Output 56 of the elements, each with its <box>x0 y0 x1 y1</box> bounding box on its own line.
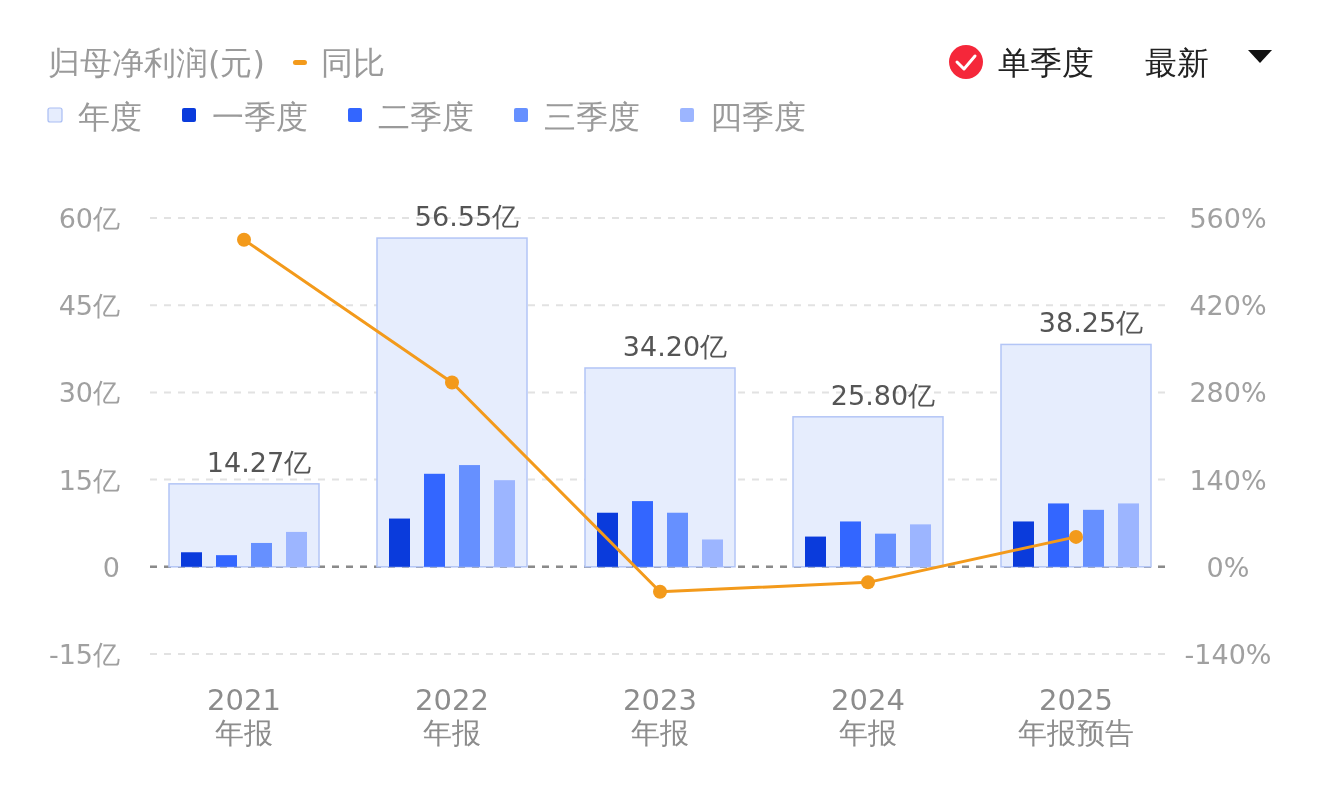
y2-tick-label: 0% <box>1206 551 1250 583</box>
bar <box>702 539 723 567</box>
bar <box>459 465 480 567</box>
legend-label: 二季度 <box>378 98 474 136</box>
chart-title: 归母净利润(元) <box>48 44 265 82</box>
legend-label: 同比 <box>320 44 385 82</box>
legend-label: 四季度 <box>710 98 806 136</box>
legend-label: 年度 <box>78 98 142 136</box>
y-tick-label: 0 <box>102 551 120 583</box>
bar <box>216 555 237 567</box>
point <box>1069 529 1083 544</box>
bar <box>875 533 896 567</box>
data-label: 38.25亿 <box>1038 307 1144 339</box>
bar <box>424 473 445 567</box>
y-tick-label: -15亿 <box>48 639 120 670</box>
point <box>653 584 667 599</box>
bar <box>840 521 861 567</box>
bar <box>667 512 688 567</box>
x-tick-label: 2022 年报 <box>415 683 489 750</box>
legend-label: 三季度 <box>544 98 640 136</box>
bar <box>1118 503 1139 567</box>
point <box>445 375 459 390</box>
bar <box>286 531 307 567</box>
legend-label: 一季度 <box>212 98 308 136</box>
y2-tick-label: 560% <box>1189 203 1267 234</box>
text: 最新 <box>1145 44 1209 82</box>
bar <box>251 542 272 567</box>
y2-tick-label: 280% <box>1189 377 1267 409</box>
bar <box>632 501 653 567</box>
x-tick-label: 2023 年报 <box>623 683 697 750</box>
data-label: 34.20亿 <box>622 330 728 362</box>
bar <box>1013 521 1034 567</box>
data-label: 25.80亿 <box>830 379 936 411</box>
y2-tick-label: -140% <box>1184 639 1272 670</box>
bar <box>597 512 618 567</box>
x-tick-label: 2025 年报预告 <box>1018 683 1134 750</box>
bar <box>181 552 202 567</box>
data-label: 14.27亿 <box>206 446 312 478</box>
bar <box>805 536 826 567</box>
y-tick-label: 30亿 <box>58 377 120 409</box>
text: 单季度 <box>998 44 1094 82</box>
y-tick-label: 45亿 <box>58 290 120 322</box>
data-label: 56.55亿 <box>414 201 520 233</box>
bar <box>1083 509 1104 567</box>
y-tick-label: 60亿 <box>58 203 120 234</box>
point <box>861 575 875 590</box>
y2-tick-label: 140% <box>1189 464 1267 496</box>
point <box>237 232 251 247</box>
bar <box>910 524 931 567</box>
x-tick-label: 2021 年报 <box>207 683 281 750</box>
bar <box>1048 503 1069 567</box>
y-tick-label: 15亿 <box>58 464 120 496</box>
bar <box>389 518 410 567</box>
bar <box>494 480 515 567</box>
x-tick-label: 2024 年报 <box>831 683 905 750</box>
y2-tick-label: 420% <box>1189 290 1267 322</box>
